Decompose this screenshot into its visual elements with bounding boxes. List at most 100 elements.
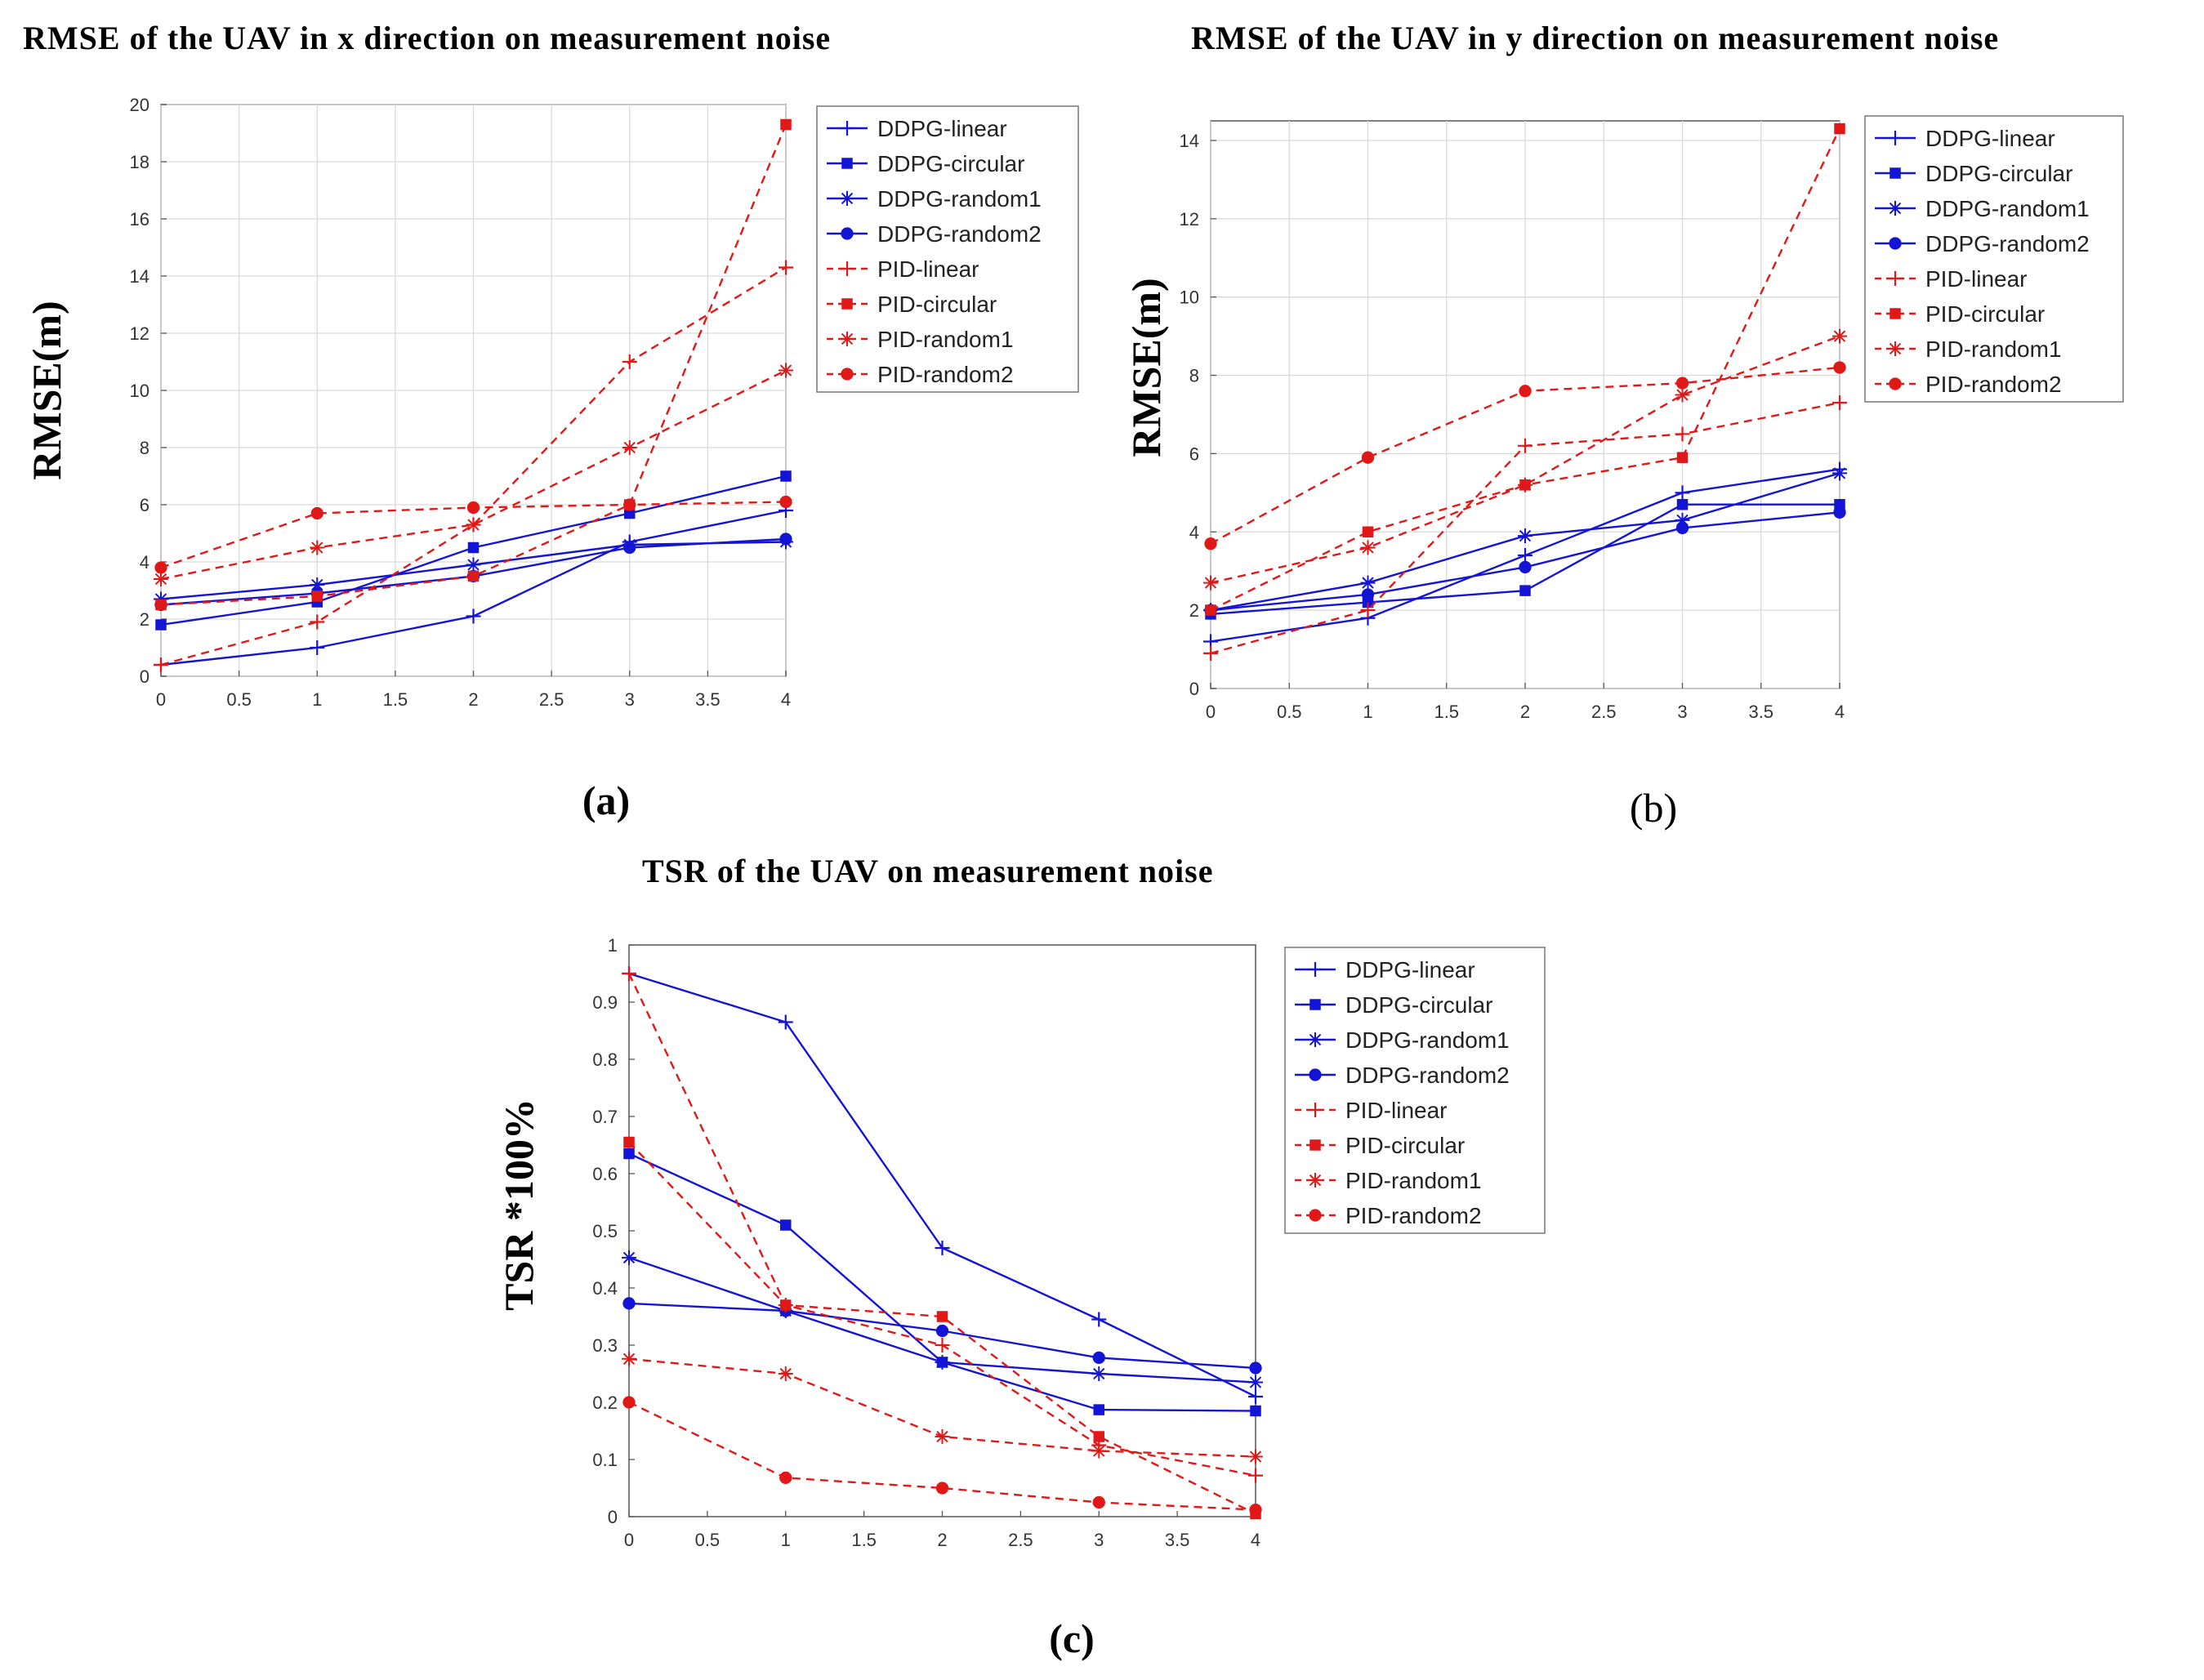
legend-box-c xyxy=(1284,947,1546,1234)
legend-item-ddpg-circular: DDPG-circular xyxy=(1295,992,1492,1018)
legend-label: DDPG-random1 xyxy=(1925,196,2090,221)
series-ddpg-linear-c-point-3 xyxy=(1091,1312,1107,1327)
series-pid-random2-b-point-1 xyxy=(1361,451,1375,464)
panel-label-a: (a) xyxy=(582,778,630,823)
legend-item-ddpg-random1: DDPG-random1 xyxy=(1875,196,2090,221)
x-tick-label: 3.5 xyxy=(695,689,721,710)
x-tick-label: 1.5 xyxy=(851,1530,877,1550)
y-ticks-a: 0 2 4 6 8 10 12 14 16 18 20 xyxy=(130,95,167,687)
series-ddpg-random1-a-point-2 xyxy=(466,557,481,573)
series-pid-random2-a-point-2 xyxy=(466,501,480,515)
y-tick-label: 4 xyxy=(1189,522,1199,542)
x-tick-label: 1.5 xyxy=(1434,702,1459,722)
legend-marker-ddpg-random1-point-0 xyxy=(1888,201,1903,216)
legend-item-ddpg-random2: DDPG-random2 xyxy=(827,221,1042,247)
x-tick-label: 1 xyxy=(1363,702,1372,722)
legend-label: DDPG-random1 xyxy=(877,186,1042,212)
legend-box-a xyxy=(816,105,1079,393)
legend-label: PID-random1 xyxy=(1925,336,2062,362)
legend-label: DDPG-random1 xyxy=(1345,1027,1510,1053)
x-tick-label: 0 xyxy=(624,1530,634,1550)
y-axis-label-c: TSR *100% xyxy=(496,1098,542,1311)
series-ddpg-random2-c-point-4 xyxy=(1249,1361,1262,1375)
series-pid-random1-b-point-2 xyxy=(1518,477,1533,492)
series-ddpg-circular-b-point-2 xyxy=(1519,585,1531,596)
series-ddpg-random1-c-point-4 xyxy=(1248,1375,1263,1390)
legend-label: PID-random2 xyxy=(1925,372,2062,397)
legend-label: DDPG-circular xyxy=(1925,161,2072,186)
series-pid-random1-b-point-0 xyxy=(1203,575,1218,590)
legend-item-ddpg-random1: DDPG-random1 xyxy=(827,186,1042,212)
y-tick-label: 0 xyxy=(1189,679,1199,699)
legend-label: PID-linear xyxy=(1925,266,2027,292)
legend-marker-pid-random2-point-0 xyxy=(1889,377,1902,390)
series-ddpg-linear-b-point-3 xyxy=(1675,485,1690,501)
y-tick-label: 0.4 xyxy=(592,1278,618,1299)
series-ddpg-circular-a-point-2 xyxy=(467,541,480,554)
series-pid-random2-c-point-1 xyxy=(779,1471,792,1485)
x-tick-label: 1.5 xyxy=(383,689,408,710)
x-tick-label: 0.5 xyxy=(695,1530,721,1550)
x-tick-label: 3.5 xyxy=(1748,702,1773,722)
series-pid-random1-b-point-4 xyxy=(1832,328,1847,344)
y-tick-label: 2 xyxy=(140,609,149,630)
legend-item-pid-random1: PID-random1 xyxy=(1875,336,2062,362)
series-pid-linear-a-point-0 xyxy=(154,657,168,672)
x-tick-label: 3 xyxy=(1094,1530,1104,1550)
legend-item-pid-random1: PID-random1 xyxy=(1295,1168,1482,1193)
series-pid-circular-c-point-2 xyxy=(936,1311,948,1322)
legend-label: DDPG-circular xyxy=(877,151,1024,176)
series-ddpg-circular-c-point-1 xyxy=(780,1219,792,1231)
legend-marker-ddpg-circular-point-0 xyxy=(1889,167,1901,179)
legend-marker-pid-random2-point-0 xyxy=(1309,1209,1322,1222)
series-pid-circular-a-point-2 xyxy=(467,570,480,582)
legend-a: DDPG-linear DDPG-circular DDPG-random1 DDPG… xyxy=(816,105,1079,393)
series-pid-random1-c-point-0 xyxy=(622,1351,636,1366)
y-tick-label: 0.8 xyxy=(592,1049,618,1070)
series-pid-random1-b-point-1 xyxy=(1360,540,1376,555)
series-a xyxy=(154,118,793,672)
series-ddpg-random2-b-point-3 xyxy=(1675,521,1689,535)
y-tick-label: 4 xyxy=(140,552,149,573)
x-tick-label: 2.5 xyxy=(1008,1530,1033,1550)
x-tick-label: 3 xyxy=(625,689,635,710)
series-line-pid-circular-a xyxy=(160,124,787,606)
legend-label: DDPG-circular xyxy=(1345,992,1492,1018)
chart-title-b: RMSE of the UAV in y direction on measur… xyxy=(1191,20,1999,56)
legend-label: PID-circular xyxy=(1925,301,2045,327)
y-axis-label-b: RMSE(m) xyxy=(1123,278,1169,457)
legend-label: DDPG-linear xyxy=(877,116,1007,141)
legend-marker-ddpg-random2-point-0 xyxy=(1309,1068,1322,1081)
x-ticks-c: 0 0.5 1 1.5 2 2.5 3 3.5 4 xyxy=(624,1511,1260,1550)
series-ddpg-linear-c-point-2 xyxy=(935,1241,950,1255)
series-pid-linear-c-point-0 xyxy=(622,966,636,981)
series-pid-linear-c-point-2 xyxy=(935,1338,950,1352)
series-pid-random2-c-point-4 xyxy=(1249,1503,1262,1517)
series-pid-linear-b-point-0 xyxy=(1203,645,1218,661)
x-tick-label: 2.5 xyxy=(539,689,564,710)
series-pid-random1-a-point-0 xyxy=(154,572,168,586)
chart-panel-b: RMSE of the UAV in y direction on measur… xyxy=(1123,20,2124,831)
legend-marker-pid-random2-point-0 xyxy=(841,368,854,381)
x-tick-label: 2 xyxy=(1520,702,1530,722)
y-tick-label: 16 xyxy=(130,209,149,229)
panel-label-b: (b) xyxy=(1630,785,1677,831)
series-pid-random2-b-point-4 xyxy=(1833,361,1846,374)
series-pid-linear-b-point-4 xyxy=(1832,395,1847,411)
y-axis-label-a: RMSE(m) xyxy=(24,301,69,479)
series-pid-circular-c-point-3 xyxy=(1093,1431,1104,1442)
y-tick-label: 6 xyxy=(1189,443,1199,464)
series-ddpg-linear-b-point-2 xyxy=(1518,548,1533,564)
series-line-pid-random1-a xyxy=(160,369,787,581)
series-ddpg-random2-b-point-4 xyxy=(1833,506,1846,519)
y-tick-label: 12 xyxy=(130,323,149,344)
series-ddpg-random2-b-point-2 xyxy=(1519,560,1532,574)
legend-label: PID-random2 xyxy=(1345,1203,1482,1228)
series-pid-linear-c-point-4 xyxy=(1248,1468,1263,1483)
y-tick-label: 0.2 xyxy=(592,1393,618,1413)
series-ddpg-random2-c-point-2 xyxy=(935,1324,949,1338)
legend-item-pid-circular: PID-circular xyxy=(1295,1133,1465,1158)
series-pid-random2-a-point-4 xyxy=(779,495,792,509)
series-ddpg-random2-b-point-1 xyxy=(1361,588,1375,601)
legend-c: DDPG-linear DDPG-circular DDPG-random1 DDPG… xyxy=(1284,947,1546,1234)
